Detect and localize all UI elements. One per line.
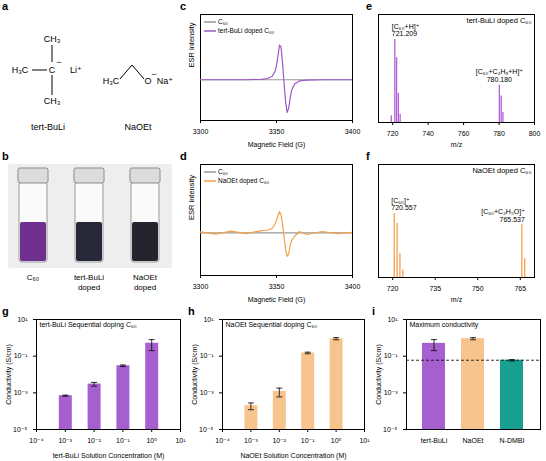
svg-text:ESR intensity: ESR intensity bbox=[187, 22, 196, 67]
html-text:C₆₀: C₆₀ bbox=[218, 168, 228, 175]
svg-text:[C₆₀+C₂H₅O]⁺765.537: [C₆₀+C₂H₅O]⁺765.537 bbox=[481, 208, 525, 223]
svg-text:10⁻⁵: 10⁻⁵ bbox=[199, 426, 213, 433]
svg-text:Conductivity (S/cm): Conductivity (S/cm) bbox=[375, 344, 383, 405]
svg-text:tert-BuLi Solution Concentrati: tert-BuLi Solution Concentration (M) bbox=[53, 452, 165, 460]
svg-text:735: 735 bbox=[429, 285, 441, 292]
svg-text:tert-BuLi: tert-BuLi bbox=[74, 273, 104, 282]
svg-text:[C₆₀]⁺720.557: [C₆₀]⁺720.557 bbox=[391, 197, 416, 212]
svg-text:10⁻⁴: 10⁻⁴ bbox=[29, 437, 44, 444]
svg-text:10⁻¹: 10⁻¹ bbox=[200, 352, 214, 359]
svg-text:10⁻³: 10⁻³ bbox=[384, 389, 398, 396]
svg-text:3300: 3300 bbox=[193, 128, 209, 135]
html-text:b: b bbox=[2, 150, 9, 162]
svg-text:doped: doped bbox=[134, 283, 156, 292]
svg-text:tert-BuLi doped C₆₀: tert-BuLi doped C₆₀ bbox=[467, 16, 532, 25]
svg-text:NaOEt: NaOEt bbox=[133, 273, 158, 282]
svg-text:ESR intensity: ESR intensity bbox=[187, 175, 196, 220]
svg-text:10¹: 10¹ bbox=[359, 437, 370, 444]
html-text:h: h bbox=[188, 305, 195, 317]
svg-text:O: O bbox=[144, 76, 152, 86]
svg-text:780: 780 bbox=[493, 130, 505, 137]
svg-text:NaOEt Solution Concentration (: NaOEt Solution Concentration (M) bbox=[240, 452, 346, 460]
html-text:f: f bbox=[366, 150, 370, 162]
svg-text:10⁻¹: 10⁻¹ bbox=[301, 437, 315, 444]
svg-text:720: 720 bbox=[387, 130, 399, 137]
html-text:e: e bbox=[366, 0, 373, 12]
svg-text:Na⁺: Na⁺ bbox=[157, 76, 174, 86]
svg-text:Li⁺: Li⁺ bbox=[70, 65, 82, 75]
svg-text:tert-BuLi: tert-BuLi bbox=[421, 437, 448, 444]
svg-text:CH₃: CH₃ bbox=[44, 96, 61, 106]
html-text:a: a bbox=[2, 0, 9, 12]
svg-text:Conductivity (S/cm): Conductivity (S/cm) bbox=[191, 344, 199, 405]
svg-text:10⁻³: 10⁻³ bbox=[58, 437, 72, 444]
svg-text:NaOEt Sequential doping C₆₀: NaOEt Sequential doping C₆₀ bbox=[226, 321, 318, 329]
svg-text:−: − bbox=[151, 69, 156, 79]
svg-text:720: 720 bbox=[387, 285, 399, 292]
svg-text:3350: 3350 bbox=[269, 283, 285, 290]
svg-text:3350: 3350 bbox=[269, 128, 285, 135]
svg-text:Magnetic Field (G): Magnetic Field (G) bbox=[248, 296, 306, 304]
svg-text:N-DMBI: N-DMBI bbox=[500, 437, 525, 444]
svg-text:10⁰: 10⁰ bbox=[146, 437, 157, 444]
svg-text:Maximum conductivity: Maximum conductivity bbox=[410, 321, 479, 329]
svg-text:760: 760 bbox=[458, 130, 470, 137]
svg-text:10¹: 10¹ bbox=[203, 316, 214, 323]
svg-text:[C₆₀+C₄H₉+H]⁺780.180: [C₆₀+C₄H₉+H]⁺780.180 bbox=[476, 68, 524, 83]
svg-text:10⁻⁵: 10⁻⁵ bbox=[13, 426, 27, 433]
svg-text:10⁻¹: 10⁻¹ bbox=[14, 352, 28, 359]
svg-text:3300: 3300 bbox=[193, 283, 209, 290]
html-text:g: g bbox=[2, 305, 9, 317]
svg-text:NaOEt: NaOEt bbox=[124, 122, 152, 132]
html-text:c: c bbox=[180, 0, 187, 12]
svg-text:10⁻⁴: 10⁻⁴ bbox=[215, 437, 230, 444]
svg-text:3400: 3400 bbox=[345, 128, 361, 135]
svg-text:NaOEt: NaOEt bbox=[462, 437, 483, 444]
svg-text:H₃C: H₃C bbox=[103, 76, 120, 86]
svg-text:Magnetic Field (G): Magnetic Field (G) bbox=[248, 141, 306, 149]
svg-text:Conductivity (S/cm): Conductivity (S/cm) bbox=[5, 344, 13, 405]
svg-text:m/z: m/z bbox=[451, 296, 463, 303]
svg-text:C: C bbox=[49, 65, 56, 75]
svg-text:10¹: 10¹ bbox=[387, 316, 398, 323]
svg-text:750: 750 bbox=[472, 285, 484, 292]
html-text:NaOEt doped C₆₀: NaOEt doped C₆₀ bbox=[218, 177, 270, 184]
svg-text:tert-BuLi: tert-BuLi bbox=[31, 122, 65, 132]
svg-text:−: − bbox=[56, 57, 61, 67]
svg-text:10⁻³: 10⁻³ bbox=[200, 389, 214, 396]
html-text:d: d bbox=[180, 150, 187, 162]
svg-text:NaOEt doped C₆₀: NaOEt doped C₆₀ bbox=[472, 166, 531, 175]
svg-text:10⁰: 10⁰ bbox=[331, 437, 342, 444]
svg-text:10⁻³: 10⁻³ bbox=[14, 389, 28, 396]
svg-text:765: 765 bbox=[514, 285, 526, 292]
svg-text:10⁻⁵: 10⁻⁵ bbox=[383, 426, 397, 433]
svg-text:H₃C: H₃C bbox=[12, 65, 29, 75]
svg-text:740: 740 bbox=[422, 130, 434, 137]
svg-text:m/z: m/z bbox=[451, 141, 463, 148]
svg-text:10¹: 10¹ bbox=[175, 437, 186, 444]
svg-text:10¹: 10¹ bbox=[17, 316, 28, 323]
svg-text:10⁻¹: 10⁻¹ bbox=[116, 437, 130, 444]
svg-text:10⁻¹: 10⁻¹ bbox=[384, 352, 398, 359]
svg-text:10⁻³: 10⁻³ bbox=[244, 437, 258, 444]
svg-text:3400: 3400 bbox=[345, 283, 361, 290]
html-text:i: i bbox=[372, 305, 376, 317]
svg-text:800: 800 bbox=[529, 130, 541, 137]
html-text:C₆₀: C₆₀ bbox=[218, 18, 228, 25]
svg-text:doped: doped bbox=[78, 283, 100, 292]
svg-text:tert-BuLi Sequential doping C₆: tert-BuLi Sequential doping C₆₀ bbox=[40, 321, 137, 329]
html-text:tert-BuLi doped C₆₀: tert-BuLi doped C₆₀ bbox=[218, 27, 275, 34]
svg-text:10⁻²: 10⁻² bbox=[87, 437, 101, 444]
svg-text:[C₆₀+H]⁺721.209: [C₆₀+H]⁺721.209 bbox=[392, 23, 420, 38]
svg-text:CH₃: CH₃ bbox=[44, 34, 61, 44]
svg-text:10⁻²: 10⁻² bbox=[272, 437, 286, 444]
svg-text:C₆₀: C₆₀ bbox=[27, 273, 39, 282]
